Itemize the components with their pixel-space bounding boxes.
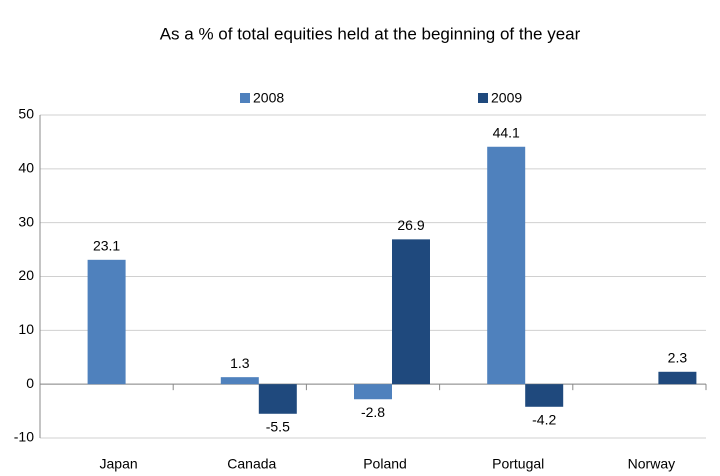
legend-swatch — [478, 93, 488, 103]
data-label: 23.1 — [93, 238, 120, 254]
y-tick-label: 30 — [18, 213, 34, 229]
bar — [658, 371, 697, 385]
legend-label: 2008 — [253, 90, 284, 106]
data-label: 1.3 — [230, 355, 250, 371]
bar — [220, 377, 259, 385]
y-tick-label: 50 — [18, 106, 34, 122]
y-tick-label: 20 — [18, 267, 34, 283]
legend-swatch — [240, 93, 250, 103]
data-label: -4.2 — [532, 411, 556, 427]
bar — [87, 259, 126, 385]
data-label: 26.9 — [397, 217, 424, 233]
x-tick-label: Canada — [227, 456, 276, 472]
x-tick-label: Poland — [363, 456, 407, 472]
chart-title: As a % of total equities held at the beg… — [160, 24, 581, 43]
data-label: 44.1 — [493, 124, 520, 140]
data-label: -2.8 — [361, 404, 385, 420]
data-label: -5.5 — [266, 418, 290, 434]
bar — [354, 384, 392, 400]
y-tick-label: -10 — [14, 429, 34, 445]
y-tick-label: 40 — [18, 160, 34, 176]
x-tick-label: Japan — [100, 456, 138, 472]
y-tick-label: 10 — [18, 321, 34, 337]
y-tick-label: 0 — [26, 375, 34, 391]
bar — [258, 384, 297, 414]
data-label: 2.3 — [668, 349, 688, 365]
legend-label: 2009 — [491, 90, 522, 106]
x-tick-label: Portugal — [492, 456, 544, 472]
bar — [525, 384, 564, 407]
x-tick-label: Norway — [628, 456, 675, 472]
bar — [392, 239, 430, 385]
bar — [487, 146, 526, 385]
